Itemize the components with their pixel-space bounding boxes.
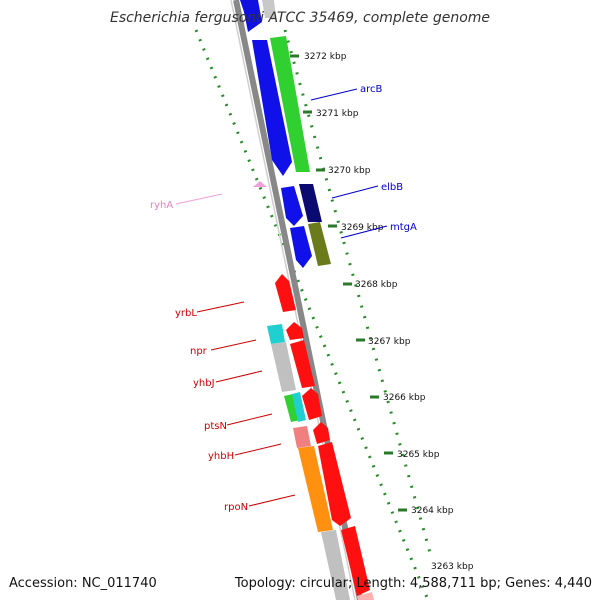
gene-grey-top — [262, 0, 276, 18]
gene-red-bottom — [341, 526, 370, 596]
gene-ptsn-green — [284, 394, 300, 422]
gene-label-rpon: rpoN — [224, 502, 248, 513]
gene-elbb-blue — [281, 186, 303, 226]
gene-label-arcb: arcB — [360, 84, 383, 95]
tick-label: 3264 kbp — [411, 506, 454, 516]
outer-dotted-ring — [194, 29, 430, 600]
gene-mtga-olive — [308, 222, 331, 266]
leader-lines — [175, 88, 388, 507]
gene-label-elbb: elbB — [381, 182, 403, 193]
map-title: Escherichia fergusonii ATCC 35469, compl… — [110, 10, 490, 26]
tick-label: 3265 kbp — [397, 450, 440, 460]
tick-label: 3269 kbp — [341, 223, 384, 233]
gene-labels: arcB elbB mtgA ryhA yrbL npr yhbJ ptsN y… — [150, 84, 417, 513]
gene-ryha — [253, 181, 267, 187]
gene-yhbj — [290, 340, 315, 388]
gene-yhbh-pink — [293, 426, 311, 448]
tick-label: 3263 kbp — [431, 562, 474, 572]
gene-arcb-green — [270, 36, 310, 172]
gene-yrbl — [275, 274, 296, 312]
tick-label: 3271 kbp — [316, 109, 359, 119]
gene-grey-bottom — [321, 530, 350, 600]
gene-npr-cyan — [267, 324, 285, 344]
gene-elbb-navy — [299, 184, 322, 222]
gene-features — [240, 0, 374, 600]
gene-arcb-blue — [252, 40, 292, 176]
tick-marks — [290, 54, 407, 512]
gene-blue-top — [240, 0, 262, 32]
accession-text: Accession: NC_011740 — [9, 576, 157, 591]
tick-label: 3268 kbp — [355, 280, 398, 290]
gene-label-npr: npr — [190, 346, 208, 357]
gene-rpon-orange — [298, 446, 333, 532]
gene-label-ptsn: ptsN — [204, 421, 227, 432]
gene-mtga-blue — [290, 226, 312, 268]
gene-label-yhbh: yhbH — [208, 451, 234, 462]
gene-label-yhbj: yhbJ — [193, 378, 215, 389]
gene-red-a — [286, 322, 304, 340]
tick-label: 3270 kbp — [328, 166, 371, 176]
gene-label-yrbl: yrbL — [175, 308, 197, 319]
tick-labels: 3272 kbp 3271 kbp 3270 kbp 3269 kbp 3268… — [304, 52, 474, 572]
gene-pink-bottom — [357, 592, 374, 600]
gene-label-mtga: mtgA — [390, 222, 417, 233]
gene-ptsn-cyan — [292, 392, 306, 422]
genome-summary-text: Topology: circular; Length: 4,588,711 bp… — [234, 576, 592, 591]
gene-red-c — [313, 422, 330, 444]
tick-label: 3267 kbp — [368, 337, 411, 347]
gene-label-ryha: ryhA — [150, 200, 173, 211]
gene-red-b — [302, 388, 322, 420]
gene-npr-grey — [271, 342, 296, 392]
inner-dotted-ring — [283, 29, 434, 561]
tick-label: 3266 kbp — [383, 393, 426, 403]
tick-label: 3272 kbp — [304, 52, 347, 62]
gene-red-d — [318, 442, 351, 526]
